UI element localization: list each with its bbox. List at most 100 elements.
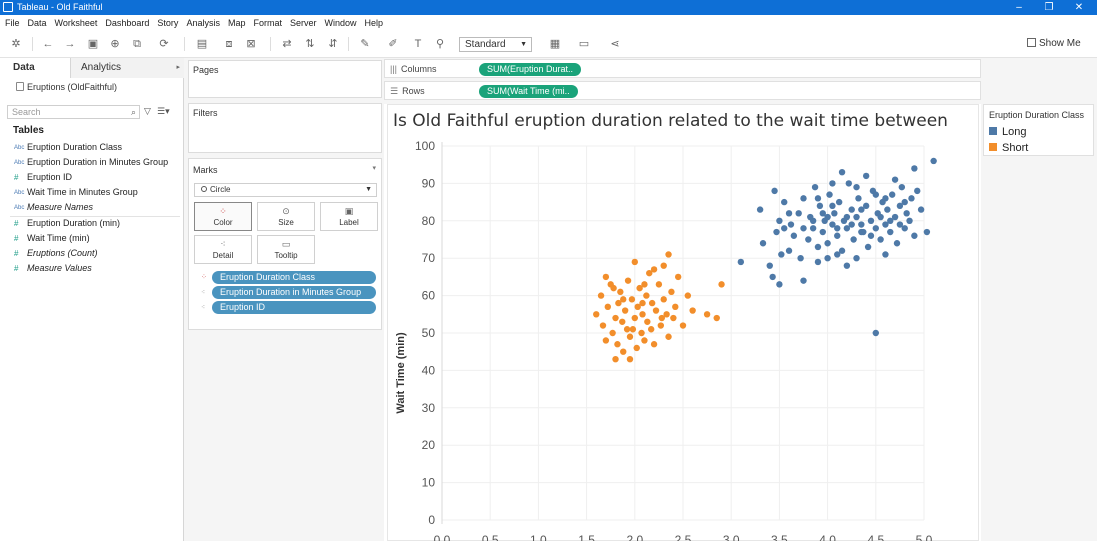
minimize-button[interactable]: – [1016,2,1022,13]
field-item[interactable]: # Eruptions (Count) [14,248,98,258]
duplicate-icon[interactable]: ⧈ [225,38,233,50]
marks-pill[interactable]: Eruption ID [212,301,376,314]
menu-file[interactable]: File [5,18,20,28]
datasource-item[interactable]: Eruptions (OldFaithful) [16,82,117,92]
sort-descending-icon[interactable]: ⇵ [328,38,338,50]
filters-card[interactable]: Filters [188,103,382,153]
data-point-long [858,221,865,228]
data-point-long [838,168,846,176]
field-item[interactable]: Abc Eruption Duration Class [14,142,123,152]
menu-server[interactable]: Server [289,18,317,28]
cards-pane: Pages Filters Marks ▾ Circle ▼ ⁘ Color ⊙ Si… [184,58,384,541]
menu-worksheet[interactable]: Worksheet [54,18,98,28]
data-point-short [650,266,658,273]
data-point-long [819,210,826,217]
tableau-logo-icon[interactable]: ✲ [11,38,21,50]
data-point-long [893,240,901,247]
data-point-short [660,296,667,303]
detail-button[interactable]: ⁖ Detail [194,235,252,264]
field-item[interactable]: Abc Wait Time in Minutes Group [14,187,138,197]
highlight-icon[interactable]: ✎ [360,38,370,50]
labels-icon[interactable]: T [414,38,422,50]
data-point-long [781,198,788,206]
new-datasource-icon[interactable]: ⊕ [110,38,120,50]
data-point-long [797,255,804,262]
field-item[interactable]: # Wait Time (min) [14,233,90,243]
marks-pill[interactable]: Eruption Duration in Minutes Group [212,286,376,299]
columns-shelf[interactable]: ||| Columns SUM(Eruption Durat.. [384,59,981,78]
restore-button[interactable]: ❐ [1044,2,1054,13]
search-input[interactable]: Search ⌕ [7,105,140,119]
data-point-long [814,243,822,251]
save-icon[interactable]: ▣ [87,38,99,50]
field-item[interactable]: Abc Measure Names [14,202,94,212]
x-tick-label: 5.0 [916,533,933,541]
sort-ascending-icon[interactable]: ⇅ [305,38,315,50]
size-button[interactable]: ⊙ Size [257,202,315,231]
data-point-long [911,232,918,239]
color-legend[interactable]: Eruption Duration Class Long Short [983,104,1094,156]
presentation-icon[interactable]: ▭ [578,38,590,50]
legend-item-long[interactable]: Long [989,126,1026,138]
menu-dashboard[interactable]: Dashboard [105,18,150,28]
label-button[interactable]: ▣ Label [320,202,378,231]
detail-encoding-icon: ⁖ [201,304,206,311]
rows-shelf[interactable]: ☰ Rows SUM(Wait Time (mi.. [384,81,981,100]
color-button[interactable]: ⁘ Color [194,202,252,231]
chevron-down-icon[interactable]: ▾ [372,165,376,172]
pause-updates-icon[interactable]: ⧉ [133,38,141,50]
pages-card[interactable]: Pages [188,60,382,98]
tab-data[interactable]: Data [0,58,70,78]
tooltip-button[interactable]: ▭ Tooltip [257,235,315,264]
mark-type-select[interactable]: Circle ▼ [194,183,377,197]
group-icon[interactable]: ✐ [388,38,398,50]
view-options-icon[interactable]: ☰▾ [157,106,170,116]
clear-sheet-icon[interactable]: ⊠ [246,38,256,50]
menu-format[interactable]: Format [253,18,282,28]
collapse-arrow-icon[interactable]: ▸ [176,64,180,71]
undo-icon[interactable]: ← [42,38,54,50]
data-point-short [641,281,648,288]
data-point-short [665,333,672,340]
show-me-button[interactable]: Show Me [1027,38,1081,49]
menu-window[interactable]: Window [324,18,357,28]
pin-icon[interactable]: ⚲ [435,38,445,50]
field-item[interactable]: Abc Eruption Duration in Minutes Group [14,157,169,167]
y-tick-label: 70 [422,251,436,265]
rows-pill[interactable]: SUM(Wait Time (mi.. [479,85,578,98]
field-item[interactable]: # Eruption ID [14,172,73,182]
close-button[interactable]: ✕ [1074,2,1084,13]
new-worksheet-icon[interactable]: ▤ [196,38,208,50]
rows-icon: ☰ [390,86,399,96]
field-item[interactable]: # Measure Values [14,263,92,273]
menu-data[interactable]: Data [27,18,47,28]
columns-pill[interactable]: SUM(Eruption Durat.. [479,63,582,76]
menu-analysis[interactable]: Analysis [186,18,220,28]
redo-icon[interactable]: → [64,38,76,50]
share-icon[interactable]: ⋖ [610,38,620,50]
scatter-plot[interactable]: 0 10 20 30 40 50 60 70 80 90 100 0.0 0.5 1.0 1.5 2.0 2.5… [387,104,979,541]
data-point-long [790,232,798,239]
field-item[interactable]: # Eruption Duration (min) [14,218,121,228]
menu-map[interactable]: Map [227,18,246,28]
filter-icon[interactable]: ▽ [144,106,151,116]
fit-mode-select[interactable]: Standard ▼ [459,37,532,52]
data-point-short [684,292,692,299]
data-point-long [914,187,921,195]
data-point-long [776,217,783,224]
marks-pill[interactable]: Eruption Duration Class [212,271,376,284]
data-point-short [650,341,658,348]
swap-icon[interactable]: ⇄ [282,38,292,50]
y-tick-label: 100 [415,139,435,153]
x-tick-label: 3.0 [723,533,740,541]
tab-analytics[interactable]: Analytics ▸ [70,58,184,78]
legend-item-short[interactable]: Short [989,142,1028,154]
menu-story[interactable]: Story [157,18,179,28]
tableau-app-icon [3,2,13,12]
refresh-icon[interactable]: ⟳ [159,38,169,50]
data-point-short [621,307,629,314]
data-point-long [882,195,889,202]
menu-help[interactable]: Help [364,18,384,28]
show-cards-icon[interactable]: ▦ [549,38,561,50]
data-point-long [778,251,785,258]
